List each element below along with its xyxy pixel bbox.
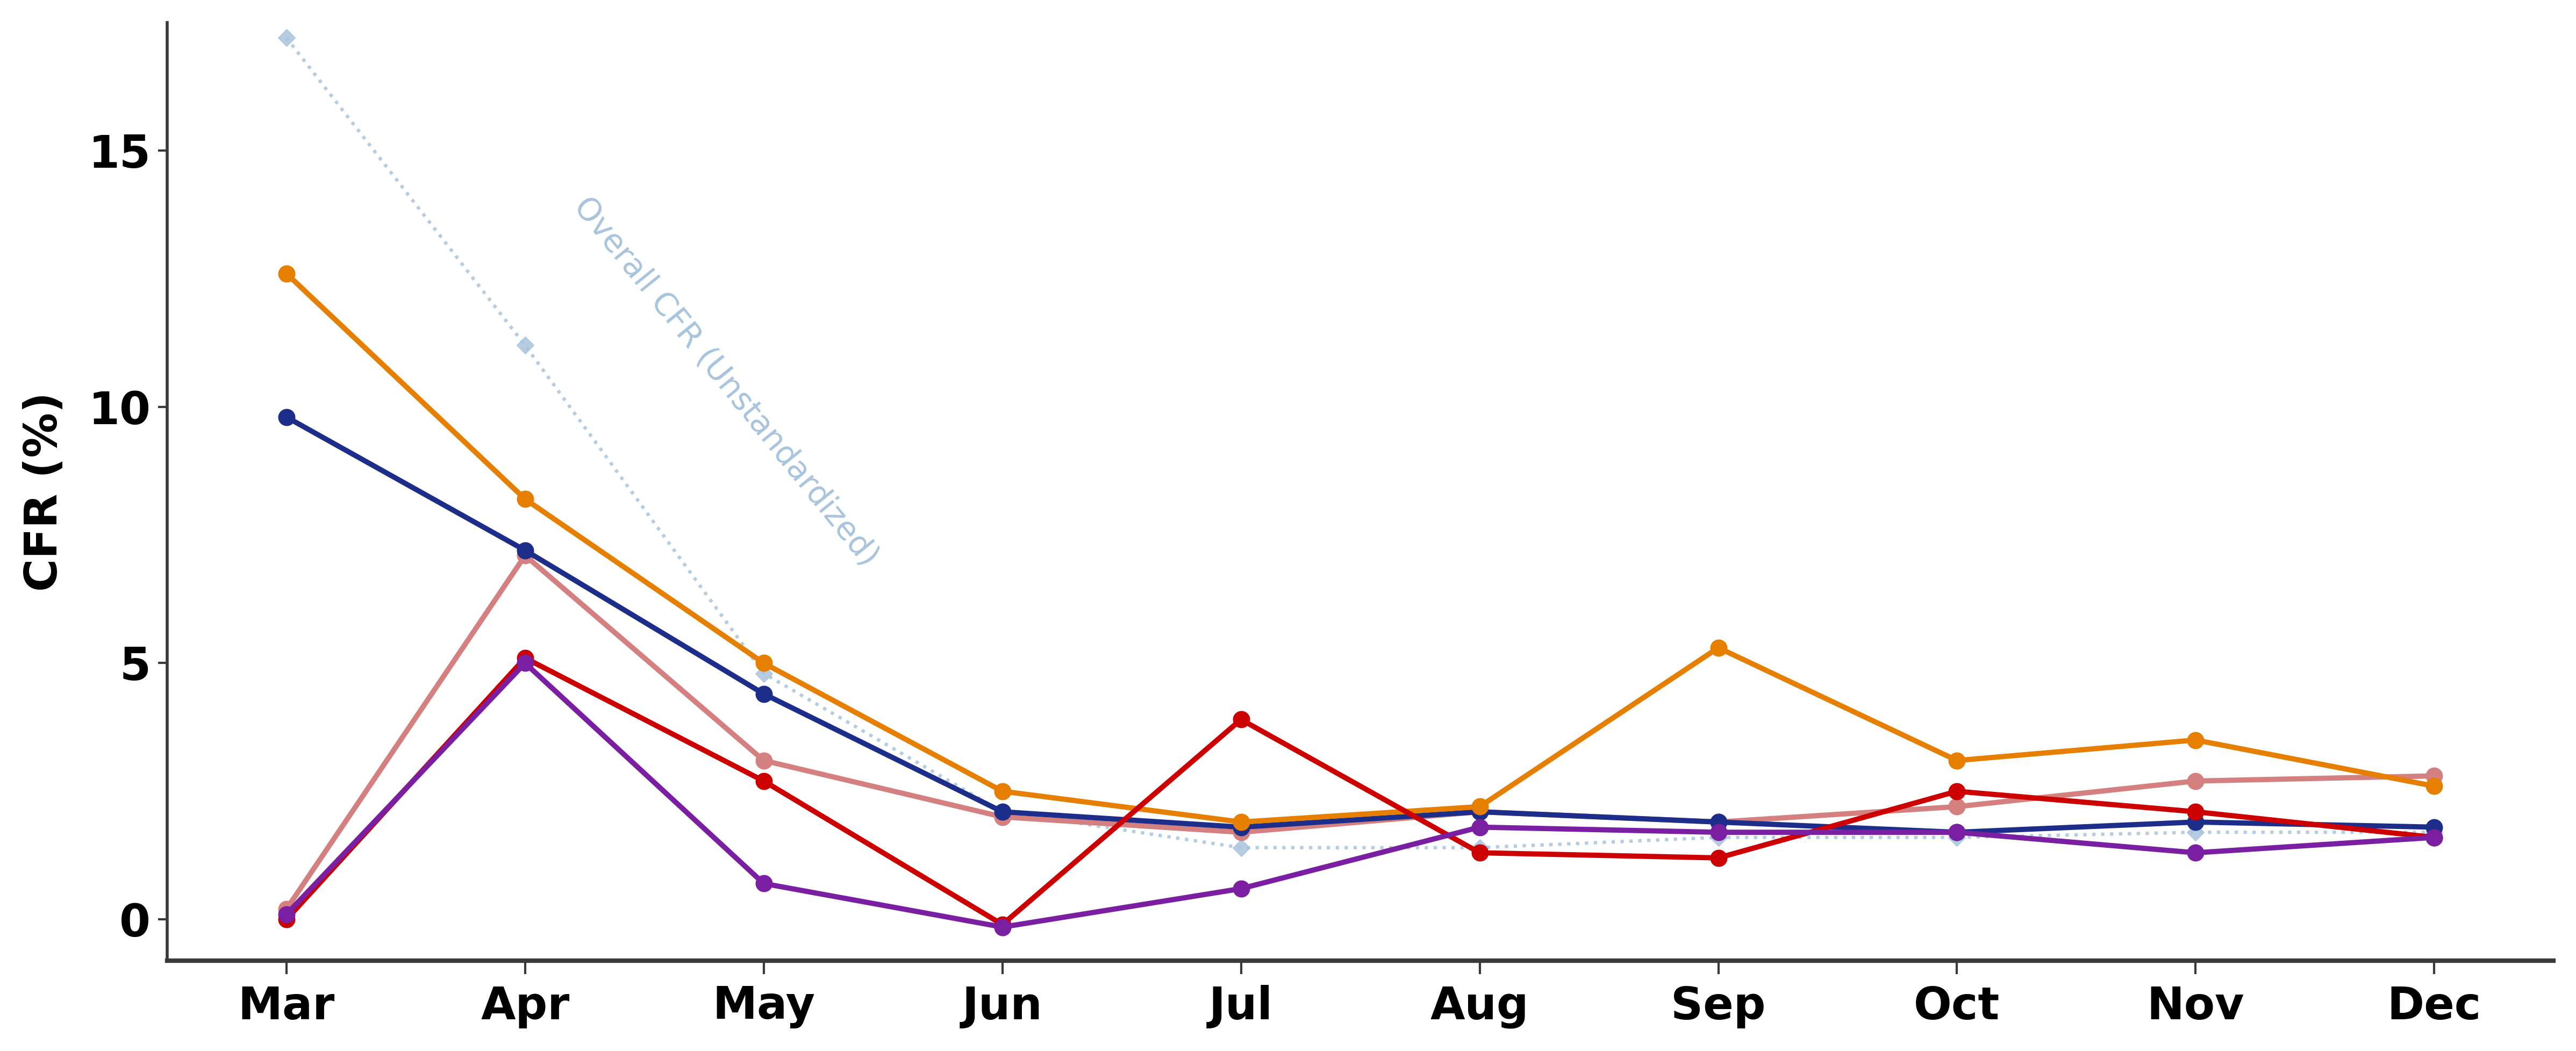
Y-axis label: CFR (%): CFR (%)	[23, 392, 67, 591]
Text: Overall CFR (Unstandardized): Overall CFR (Unstandardized)	[569, 191, 884, 572]
